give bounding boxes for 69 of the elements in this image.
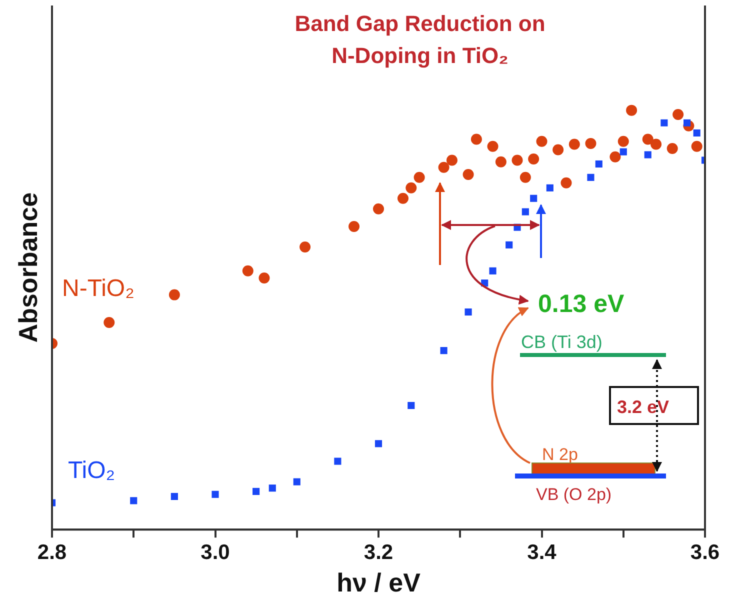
point: [397, 192, 408, 204]
point: [414, 172, 425, 183]
annotation: 0.13 eV: [538, 290, 625, 318]
point: [373, 203, 384, 214]
point: [293, 478, 300, 486]
x-tick-label: 2.8: [37, 540, 67, 564]
series-label: TiO₂: [68, 457, 116, 484]
y-axis-title: Absorbance: [13, 192, 44, 343]
point: [348, 220, 360, 232]
point: [440, 347, 448, 354]
annotation: 3.2 eV: [617, 397, 670, 417]
point: [495, 156, 506, 168]
x-tick-label: 3.2: [364, 540, 394, 564]
point: [528, 153, 540, 164]
point: [406, 182, 417, 194]
point: [212, 490, 219, 498]
point: [462, 168, 474, 180]
point: [552, 144, 564, 156]
point: [512, 154, 523, 166]
point: [666, 142, 678, 154]
x-tick-label: 3.4: [527, 540, 557, 564]
point: [530, 194, 538, 202]
point: [104, 316, 115, 328]
point: [520, 172, 531, 183]
point: [130, 497, 138, 504]
point: [650, 138, 662, 150]
point: [672, 109, 684, 120]
annotation: VB (O 2p): [536, 485, 612, 504]
point: [522, 208, 529, 216]
point: [487, 140, 498, 152]
point: [374, 440, 382, 448]
point: [446, 154, 458, 166]
point: [506, 241, 513, 248]
point: [560, 177, 572, 188]
point: [268, 484, 276, 492]
chart-title: Band Gap Reduction on N-Doping in TiO₂: [294, 10, 546, 70]
x-axis-title: hν / eV: [336, 568, 422, 598]
point: [620, 148, 627, 156]
point: [691, 140, 702, 152]
point: [595, 160, 602, 168]
point: [408, 402, 415, 410]
point: [438, 162, 450, 173]
point: [587, 174, 594, 181]
point: [536, 136, 548, 147]
point: [464, 308, 472, 316]
point: [626, 104, 638, 116]
point: [242, 265, 254, 276]
point: [258, 272, 270, 284]
x-tick-label: 3.6: [690, 540, 720, 564]
point: [642, 134, 654, 145]
series-label: N-TiO₂: [62, 275, 134, 302]
point: [644, 151, 652, 158]
point: [585, 138, 596, 149]
point: [252, 488, 260, 495]
point: [300, 242, 311, 253]
point: [610, 151, 621, 162]
point: [618, 136, 629, 147]
x-tick-label: 3.0: [200, 540, 230, 564]
point: [693, 129, 700, 136]
point: [168, 289, 180, 300]
point: [470, 134, 482, 145]
point: [334, 458, 342, 465]
point: [568, 138, 580, 150]
point: [660, 119, 668, 126]
point: [170, 492, 178, 500]
point: [489, 267, 496, 274]
point: [546, 184, 554, 192]
annotation: N 2p: [542, 445, 578, 464]
annotation: CB (Ti 3d): [521, 332, 602, 352]
